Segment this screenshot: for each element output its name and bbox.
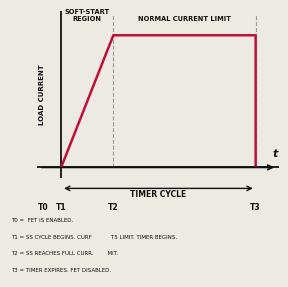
Text: T2: T2 bbox=[108, 203, 119, 212]
Text: T3: T3 bbox=[250, 203, 261, 212]
Text: T1: T1 bbox=[56, 203, 67, 212]
Text: SOFT-START
REGION: SOFT-START REGION bbox=[65, 9, 110, 22]
Text: LOAD CURRENT: LOAD CURRENT bbox=[39, 64, 45, 125]
Text: T0: T0 bbox=[37, 203, 48, 212]
Text: TIMER CYCLE: TIMER CYCLE bbox=[130, 190, 187, 199]
Text: T1 = SS CYCLE BEGINS. CURF           T5 LIMIT. TIMER BEGINS.: T1 = SS CYCLE BEGINS. CURF T5 LIMIT. TIM… bbox=[12, 235, 177, 240]
Text: T3 = TIMER EXPIRES. FET DISABLED.: T3 = TIMER EXPIRES. FET DISABLED. bbox=[12, 267, 111, 273]
Text: t: t bbox=[273, 150, 278, 160]
Text: T0 =  FET IS ENABLED.: T0 = FET IS ENABLED. bbox=[12, 218, 74, 223]
Text: NORMAL CURRENT LIMIT: NORMAL CURRENT LIMIT bbox=[138, 16, 231, 22]
Text: T2 = SS REACHES FULL CURR.        MIT.: T2 = SS REACHES FULL CURR. MIT. bbox=[12, 251, 119, 256]
